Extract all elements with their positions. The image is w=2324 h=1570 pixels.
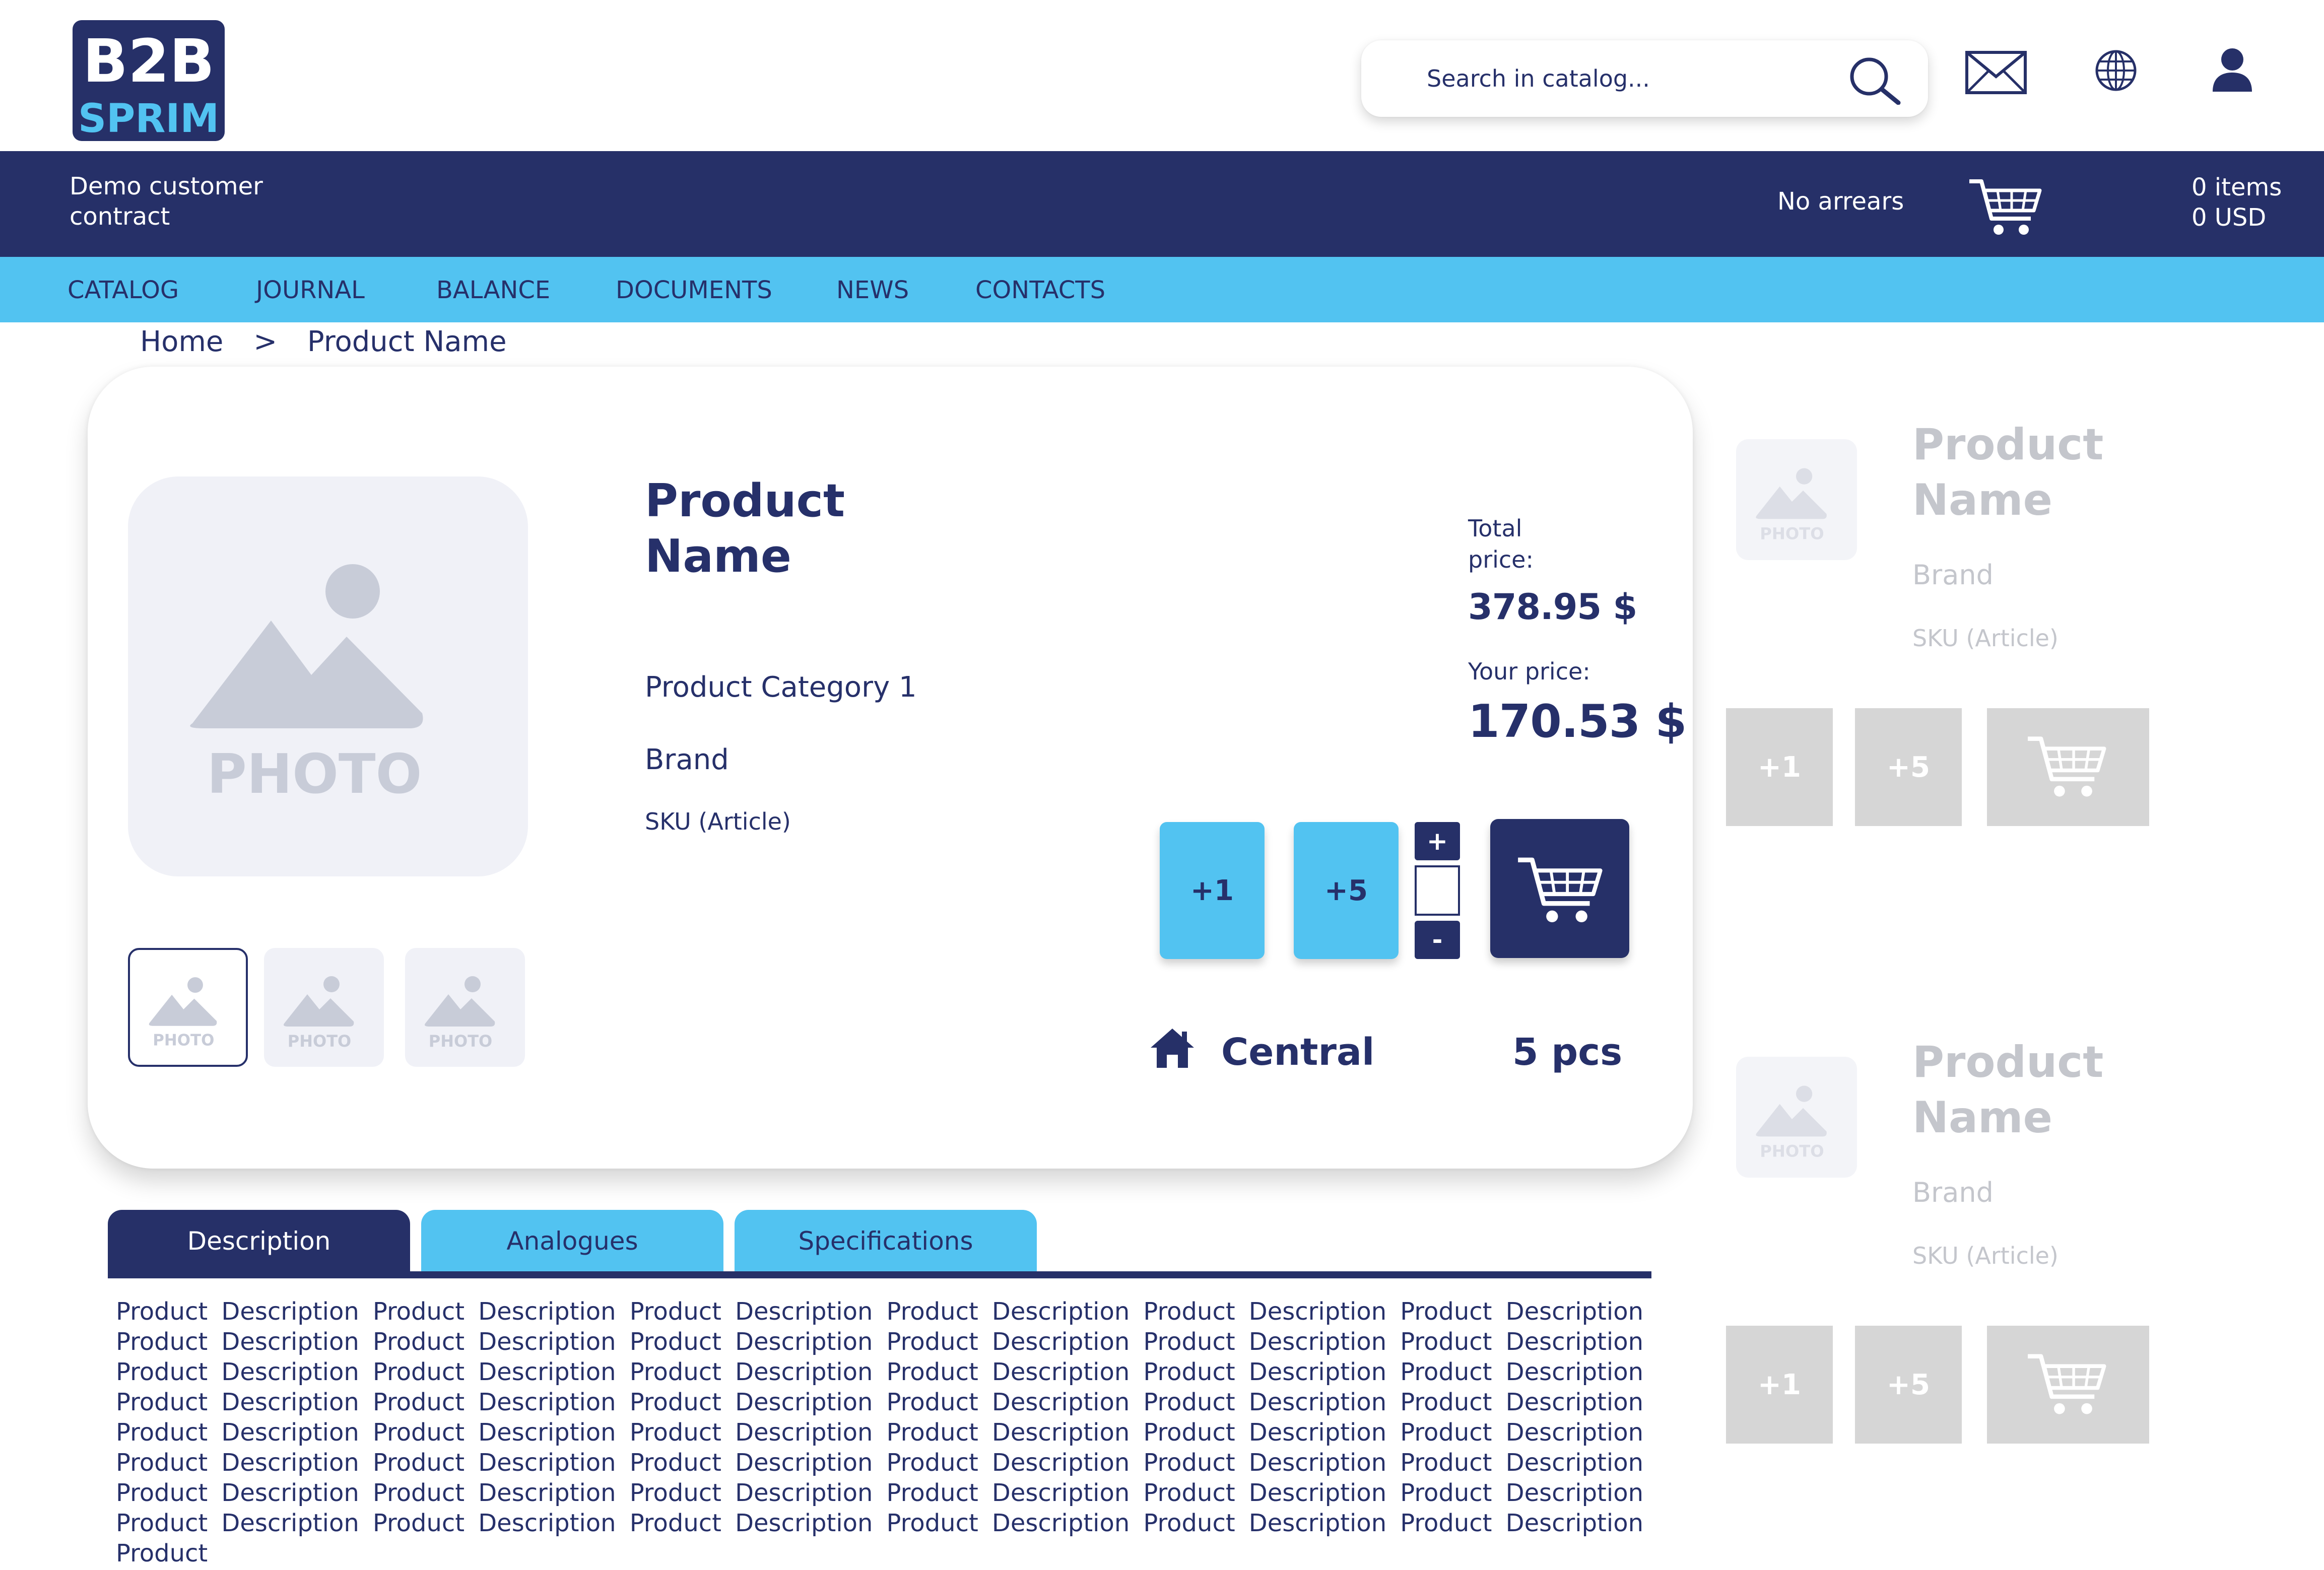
related-add-five-button[interactable]: +5 — [1855, 1326, 1962, 1444]
thumbnail-1[interactable]: PHOTO — [128, 948, 248, 1067]
quantity-increase-button[interactable]: + — [1415, 822, 1460, 860]
nav-news[interactable]: NEWS — [836, 276, 909, 304]
tab-specifications[interactable]: Specifications — [735, 1210, 1037, 1272]
company-logo[interactable]: B2B SPRIM — [73, 20, 225, 141]
total-price: 378.95 $ — [1468, 586, 1637, 628]
related-product-brand: Brand — [1912, 1177, 1994, 1208]
tab-analogues[interactable]: Analogues — [421, 1210, 723, 1272]
cart-icon — [1518, 857, 1603, 922]
nav-journal[interactable]: JOURNAL — [256, 276, 365, 304]
contract-line-1: Demo customer — [70, 172, 263, 200]
nav-documents[interactable]: DOCUMENTS — [616, 276, 772, 304]
image-placeholder-icon: PHOTO — [190, 564, 423, 806]
total-price-label: Total price: — [1468, 513, 1579, 575]
svg-text:PHOTO: PHOTO — [207, 743, 422, 806]
your-price: 170.53 $ — [1468, 695, 1687, 748]
svg-text:PHOTO: PHOTO — [1760, 524, 1824, 543]
related-add-to-cart-button[interactable] — [1987, 708, 2149, 826]
image-placeholder-icon: PHOTO — [425, 976, 495, 1051]
related-product-name[interactable]: Product Name — [1912, 1035, 2114, 1145]
related-add-one-button[interactable]: +1 — [1726, 1326, 1833, 1444]
breadcrumb-current: Product Name — [307, 325, 507, 358]
your-price-label: Your price: — [1468, 658, 1590, 685]
related-product-name-line-2: Name — [1912, 1093, 2052, 1143]
nav-catalog[interactable]: CATALOG — [68, 276, 179, 304]
image-placeholder-icon: PHOTO — [284, 976, 354, 1051]
total-price-label-line-2: price: — [1468, 546, 1534, 573]
cart-summary[interactable]: 0 items 0 USD — [2192, 172, 2282, 233]
related-product-card[interactable]: PHOTO Product Name Brand SKU (Article) +… — [1726, 1037, 2149, 1490]
cart-total: 0 USD — [2192, 203, 2267, 232]
image-placeholder-icon: PHOTO — [1756, 1085, 1827, 1161]
product-card: PHOTO PHOTO PHOTO PHOTO Product Name Pro… — [88, 367, 1693, 1169]
image-placeholder-icon: PHOTO — [149, 977, 217, 1049]
product-sku: SKU (Article) — [645, 808, 791, 835]
cart-icon — [2028, 736, 2106, 797]
product-brand: Brand — [645, 743, 729, 776]
related-add-five-button[interactable]: +5 — [1855, 708, 1962, 826]
product-category[interactable]: Product Category 1 — [645, 671, 917, 704]
related-product-photo[interactable]: PHOTO — [1736, 1057, 1857, 1178]
arrears-status: No arrears — [1777, 187, 1904, 216]
search-icon[interactable] — [1844, 54, 1904, 105]
nav-contacts[interactable]: CONTACTS — [975, 276, 1106, 304]
search-input[interactable] — [1427, 58, 1830, 99]
user-icon[interactable] — [2212, 47, 2253, 93]
svg-text:PHOTO: PHOTO — [1760, 1142, 1824, 1161]
related-product-name-line-2: Name — [1912, 475, 2052, 525]
image-placeholder-icon: PHOTO — [1756, 468, 1827, 543]
svg-text:SPRIM: SPRIM — [78, 96, 219, 141]
related-product-brand: Brand — [1912, 559, 1994, 591]
add-five-button[interactable]: +5 — [1294, 822, 1399, 959]
related-product-sku: SKU (Article) — [1912, 625, 2059, 652]
related-product-photo[interactable]: PHOTO — [1736, 439, 1857, 560]
thumbnail-2[interactable]: PHOTO — [264, 948, 384, 1067]
tab-description[interactable]: Description — [108, 1210, 410, 1272]
related-product-sku: SKU (Article) — [1912, 1242, 2059, 1269]
related-product-name-line-1: Product — [1912, 1037, 2104, 1087]
svg-text:PHOTO: PHOTO — [429, 1032, 492, 1051]
globe-icon[interactable] — [2095, 49, 2137, 92]
thumbnail-3[interactable]: PHOTO — [405, 948, 525, 1067]
related-product-card[interactable]: PHOTO Product Name Brand SKU (Article) +… — [1726, 420, 2149, 872]
main-photo[interactable]: PHOTO — [128, 476, 528, 876]
svg-text:B2B: B2B — [83, 26, 215, 96]
breadcrumb-separator: > — [253, 325, 278, 358]
contract-name[interactable]: Demo customer contract — [70, 171, 372, 232]
home-icon — [1151, 1029, 1194, 1068]
add-to-cart-button[interactable] — [1490, 819, 1629, 958]
total-price-label-line-1: Total — [1468, 515, 1522, 542]
product-title-line-2: Name — [645, 530, 791, 583]
mail-icon[interactable] — [1965, 50, 2027, 95]
cart-icon[interactable] — [1967, 177, 2043, 238]
related-add-one-button[interactable]: +1 — [1726, 708, 1833, 826]
svg-text:PHOTO: PHOTO — [153, 1031, 214, 1049]
add-one-button[interactable]: +1 — [1160, 822, 1265, 959]
contract-bar: Demo customer contract No arrears 0 item… — [0, 151, 2324, 257]
related-add-to-cart-button[interactable] — [1987, 1326, 2149, 1444]
tabs-divider — [108, 1271, 1651, 1278]
quantity-input[interactable] — [1415, 865, 1460, 916]
svg-text:PHOTO: PHOTO — [288, 1032, 351, 1051]
search-box — [1361, 40, 1928, 117]
related-product-name-line-1: Product — [1912, 420, 2104, 470]
main-nav: CATALOG JOURNAL BALANCE DOCUMENTS NEWS C… — [0, 257, 2324, 322]
contract-line-2: contract — [70, 202, 170, 231]
cart-icon — [2028, 1354, 2106, 1414]
cart-items-count: 0 items — [2192, 173, 2282, 201]
product-title-line-1: Product — [645, 474, 845, 527]
product-title: Product Name — [645, 473, 947, 584]
breadcrumb: Home > Product Name — [140, 325, 528, 358]
related-product-name[interactable]: Product Name — [1912, 417, 2114, 528]
quantity-decrease-button[interactable]: - — [1415, 921, 1460, 959]
top-header: B2B SPRIM — [0, 0, 2324, 151]
stock-quantity: 5 pcs — [1512, 1031, 1623, 1074]
nav-balance[interactable]: BALANCE — [436, 276, 551, 304]
breadcrumb-home[interactable]: Home — [140, 325, 224, 358]
warehouse-name: Central — [1221, 1031, 1375, 1074]
product-description: Product Description Product Description … — [116, 1298, 1643, 1567]
